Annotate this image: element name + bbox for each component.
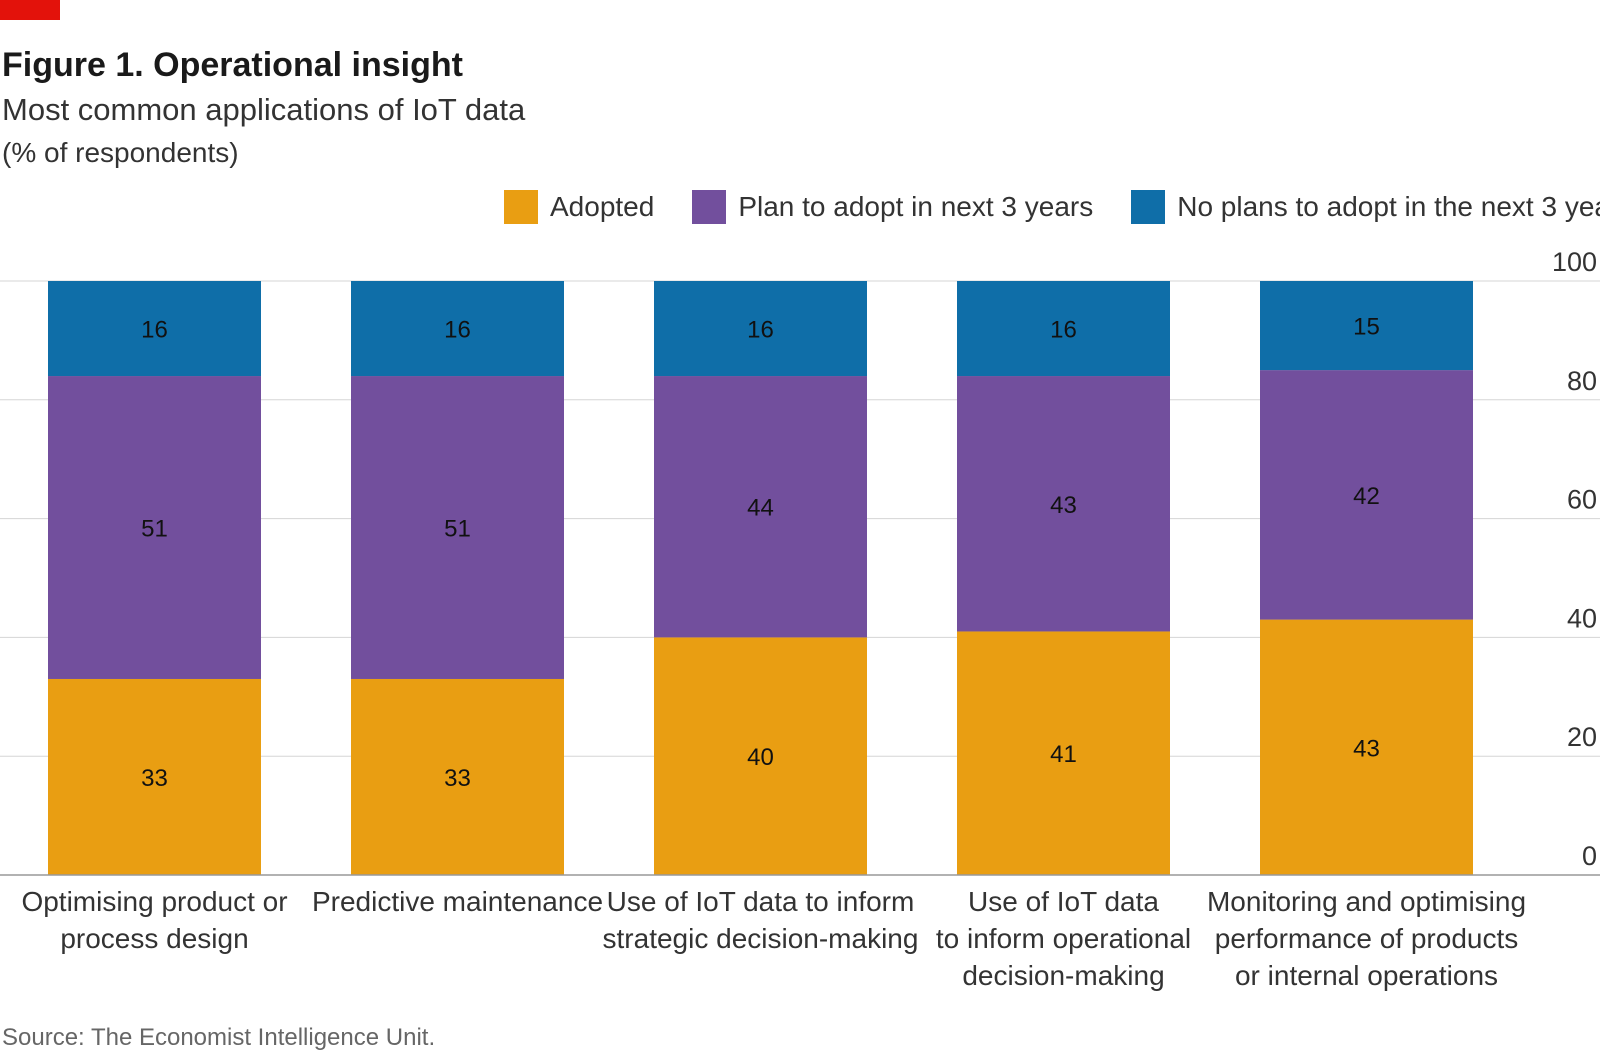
bar-segment-3-0 (957, 631, 1170, 875)
bar-segment-2-0 (654, 637, 867, 875)
data-label-3-2: 16 (1050, 317, 1077, 344)
legend-swatch-adopted (504, 190, 538, 224)
y-tick-label-80: 80 (1567, 366, 1597, 396)
category-label-4-1: performance of products (1215, 923, 1519, 954)
category-label-3-0: Use of IoT data (968, 886, 1159, 917)
legend-label-no-plans: No plans to adopt in the next 3 years (1177, 191, 1600, 222)
bar-segment-1-0 (351, 678, 564, 875)
bar-segment-0-1 (48, 376, 261, 679)
bar-segment-1-2 (351, 281, 564, 377)
data-label-0-2: 16 (141, 317, 168, 344)
category-label-1-0: Predictive maintenance (312, 886, 603, 917)
y-tick-label-20: 20 (1567, 722, 1597, 752)
data-label-2-2: 16 (747, 317, 774, 344)
bar-segment-4-1 (1260, 370, 1473, 620)
chart-title: Figure 1. Operational insight (2, 46, 463, 84)
data-label-4-0: 43 (1353, 735, 1380, 762)
legend-item-adopted: Adopted (504, 190, 654, 224)
category-label-3-2: decision-making (962, 960, 1164, 991)
data-label-1-2: 16 (444, 317, 471, 344)
category-label-4-0: Monitoring and optimising (1207, 886, 1526, 917)
data-label-0-0: 33 (141, 765, 168, 792)
legend-label-plan: Plan to adopt in next 3 years (738, 191, 1094, 222)
legend-item-plan: Plan to adopt in next 3 years (692, 190, 1093, 224)
data-label-3-0: 41 (1050, 741, 1077, 768)
data-label-1-0: 33 (444, 765, 471, 792)
data-label-2-1: 44 (747, 495, 774, 522)
y-tick-label-100: 100 (1552, 250, 1597, 277)
y-tick-label-60: 60 (1567, 485, 1597, 515)
bar-segment-0-2 (48, 281, 261, 377)
y-tick-label-0: 0 (1582, 841, 1597, 871)
category-label-0-1: process design (60, 923, 248, 954)
category-label-3-1: to inform operational (936, 923, 1191, 954)
y-tick-label-40: 40 (1567, 603, 1597, 633)
brand-accent-bar (0, 0, 60, 20)
category-label-4-2: or internal operations (1235, 960, 1498, 991)
data-label-0-1: 51 (141, 516, 168, 543)
bar-segment-3-1 (957, 376, 1170, 632)
source-note: Source: The Economist Intelligence Unit. (2, 1024, 436, 1051)
bar-segment-2-1 (654, 376, 867, 638)
chart-legend: Adopted Plan to adopt in next 3 years No… (504, 190, 1600, 224)
category-label-0-0: Optimising product or (21, 886, 287, 917)
data-label-4-2: 15 (1353, 314, 1380, 341)
data-label-1-1: 51 (444, 516, 471, 543)
category-label-2-0: Use of IoT data to inform (607, 886, 915, 917)
data-label-2-0: 40 (747, 744, 774, 771)
bar-segment-0-0 (48, 678, 261, 875)
chart-subtitle: Most common applications of IoT data (2, 92, 526, 127)
legend-item-no-plans: No plans to adopt in the next 3 years (1131, 190, 1600, 224)
stacked-bar-chart: 0 20 40 60 80 100 33 51 16 Optimising product or p… (0, 250, 1600, 991)
legend-swatch-plan (692, 190, 727, 224)
data-label-4-1: 42 (1353, 483, 1380, 510)
bar-segment-1-1 (351, 376, 564, 679)
bar-segment-4-2 (1260, 281, 1473, 371)
chart-unit-label: (% of respondents) (2, 137, 239, 168)
bar-segment-2-2 (654, 281, 867, 377)
data-label-3-1: 43 (1050, 492, 1077, 519)
category-label-2-1: strategic decision-making (603, 923, 919, 954)
legend-label-adopted: Adopted (550, 191, 655, 222)
legend-swatch-no-plans (1131, 190, 1166, 224)
bar-segment-3-2 (957, 281, 1170, 377)
bar-segment-4-0 (1260, 619, 1473, 875)
